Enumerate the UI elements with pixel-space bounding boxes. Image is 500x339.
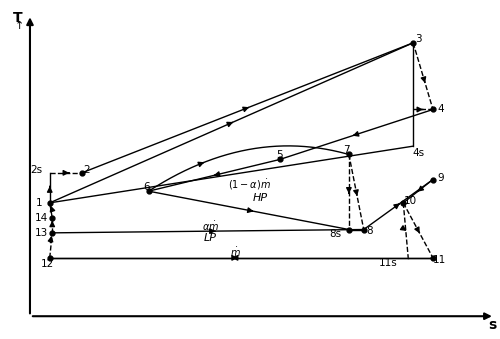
Text: s: s: [488, 318, 496, 332]
Text: 13: 13: [34, 228, 48, 238]
Text: $\alpha\dot{m}$: $\alpha\dot{m}$: [202, 220, 219, 233]
Text: 3: 3: [415, 35, 422, 44]
Text: 11: 11: [433, 255, 446, 264]
Text: 1: 1: [36, 198, 42, 208]
Text: 8: 8: [366, 225, 373, 236]
Text: 5: 5: [276, 150, 283, 160]
Text: 6: 6: [143, 181, 150, 192]
Text: LP: LP: [204, 233, 217, 243]
Text: 4s: 4s: [412, 148, 424, 159]
Text: $(1-\alpha)\dot{m}$: $(1-\alpha)\dot{m}$: [228, 177, 272, 192]
Text: HP: HP: [252, 193, 268, 203]
Text: T: T: [13, 11, 22, 25]
Text: 14: 14: [34, 213, 48, 223]
Text: 9: 9: [437, 173, 444, 183]
Text: 7: 7: [343, 145, 349, 155]
Text: 12: 12: [40, 259, 54, 269]
Text: $\dot{m}$: $\dot{m}$: [230, 246, 240, 259]
Text: 4: 4: [437, 104, 444, 114]
Text: 2: 2: [84, 165, 90, 175]
Text: 8s: 8s: [329, 229, 341, 239]
Text: $\uparrow$: $\uparrow$: [12, 18, 23, 31]
Text: 11s: 11s: [379, 258, 398, 268]
Text: 10: 10: [404, 196, 417, 206]
Text: 2s: 2s: [30, 165, 42, 175]
